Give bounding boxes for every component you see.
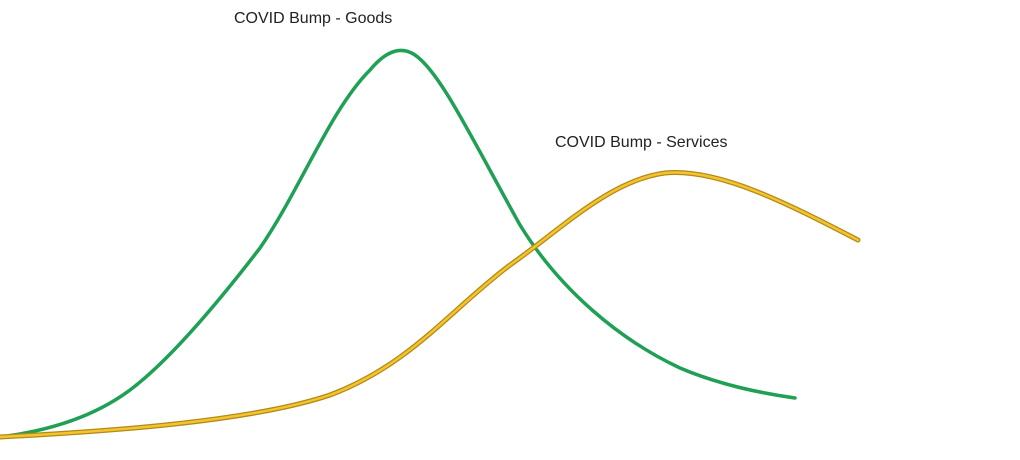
goods-curve [0, 48, 797, 439]
services-curve-outline [0, 170, 861, 440]
goods-label: COVID Bump - Goods [234, 10, 392, 27]
services-label: COVID Bump - Services [555, 134, 727, 151]
services-curve [0, 171, 860, 439]
